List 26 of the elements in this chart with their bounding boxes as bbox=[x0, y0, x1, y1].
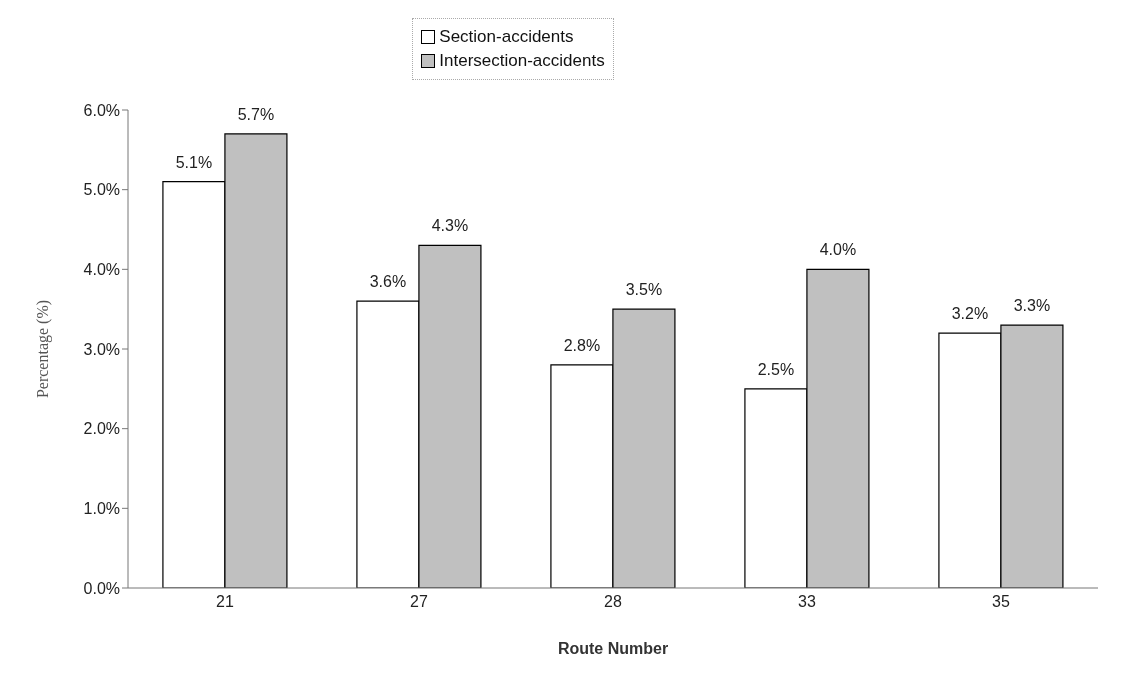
y-tick-label: 4.0% bbox=[83, 261, 120, 279]
data-label: 3.3% bbox=[1013, 297, 1051, 315]
y-tick-label: 2.0% bbox=[83, 420, 120, 438]
data-label: 5.7% bbox=[237, 105, 275, 123]
data-label: 3.6% bbox=[369, 273, 407, 291]
x-tick-label: 27 bbox=[410, 593, 428, 611]
data-label: 4.3% bbox=[431, 217, 469, 235]
data-label: 5.1% bbox=[175, 153, 213, 171]
x-axis-title: Route Number bbox=[557, 640, 669, 657]
data-label: 2.8% bbox=[563, 336, 601, 354]
data-label: 2.5% bbox=[757, 360, 795, 378]
data-label: 3.5% bbox=[625, 281, 663, 299]
x-tick-label: 33 bbox=[798, 593, 816, 611]
x-tick-label: 28 bbox=[604, 593, 622, 611]
y-axis-title: Percentage (%) bbox=[33, 299, 52, 399]
x-tick-label: 21 bbox=[216, 593, 234, 611]
x-tick-label: 35 bbox=[992, 593, 1010, 611]
legend-label: Intersection-accidents bbox=[438, 51, 605, 71]
data-label: 3.2% bbox=[951, 305, 989, 323]
legend-label: Section-accidents bbox=[438, 27, 575, 47]
y-tick-label: 0.0% bbox=[83, 579, 120, 597]
y-tick-label: 6.0% bbox=[83, 101, 120, 119]
y-tick-label: 3.0% bbox=[83, 340, 120, 358]
y-tick-label: 5.0% bbox=[83, 181, 120, 199]
data-label: 4.0% bbox=[819, 241, 857, 259]
y-tick-label: 1.0% bbox=[83, 500, 120, 518]
